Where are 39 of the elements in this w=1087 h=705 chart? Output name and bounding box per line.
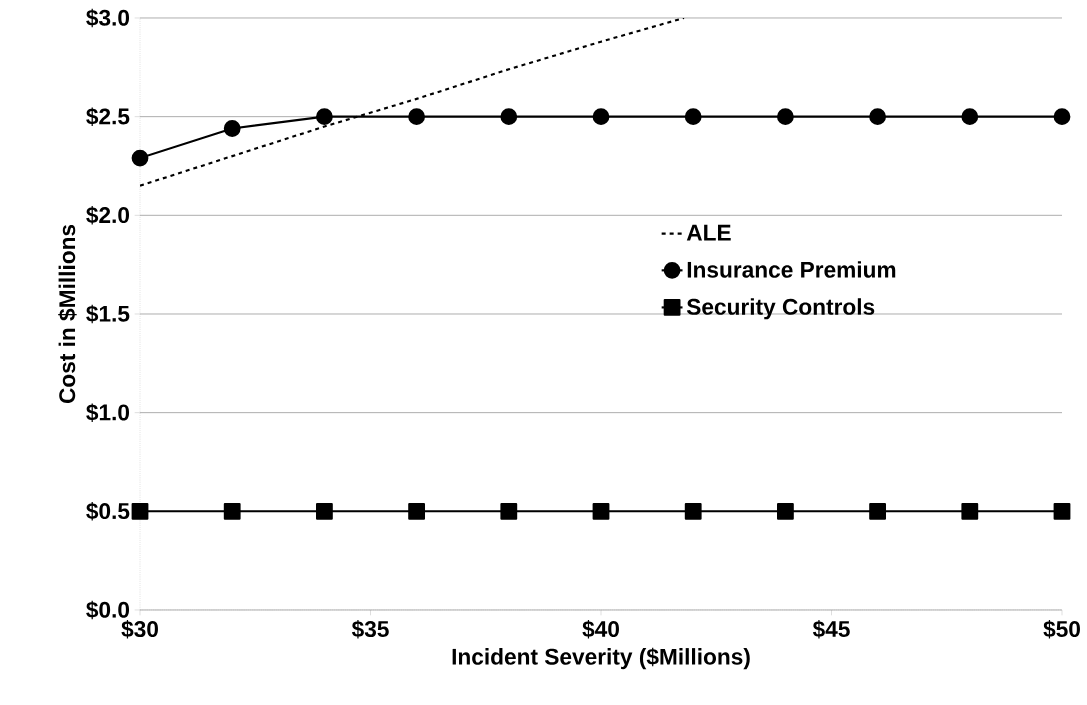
- point: [408, 108, 426, 126]
- point: [684, 502, 702, 520]
- y-axis-title: Cost in $Millions: [58, 224, 77, 404]
- point: [961, 502, 979, 520]
- point: [223, 502, 241, 520]
- y-tick-label: $3.0: [86, 8, 130, 28]
- point: [1053, 502, 1071, 520]
- point: [869, 502, 887, 520]
- x-tick-label: $35: [351, 620, 389, 639]
- point: [777, 108, 794, 126]
- y-tick-label: $1.5: [86, 304, 130, 324]
- y-tick-label: $0.5: [86, 502, 130, 521]
- point: [131, 502, 149, 520]
- point: [316, 108, 333, 126]
- point: [500, 502, 518, 520]
- y-tick-label: $2.5: [86, 107, 130, 126]
- point: [316, 502, 333, 520]
- point: [869, 108, 887, 126]
- legend-label: ALE: [686, 224, 731, 241]
- x-axis-title: Incident Severity ($Millions): [452, 647, 750, 670]
- point: [592, 108, 610, 126]
- point: [961, 108, 979, 126]
- point: [777, 502, 794, 520]
- point: [223, 120, 241, 137]
- y-tick-label: $1.0: [86, 403, 130, 422]
- point: [408, 502, 426, 520]
- point: [592, 502, 610, 520]
- x-tick-label: $50: [1043, 620, 1080, 639]
- point: [684, 108, 702, 126]
- point: [500, 108, 518, 126]
- y-tick-label: $0.0: [86, 600, 130, 620]
- x-tick-label: $30: [121, 620, 158, 639]
- x-tick-label: $40: [582, 620, 619, 639]
- legend-label: Insurance Premium: [687, 261, 896, 278]
- point: [131, 149, 149, 167]
- x-tick-label: $45: [812, 620, 850, 639]
- y-tick-label: $2.0: [86, 206, 130, 225]
- point: [1053, 108, 1071, 126]
- legend-label: Security Controls: [686, 298, 875, 320]
